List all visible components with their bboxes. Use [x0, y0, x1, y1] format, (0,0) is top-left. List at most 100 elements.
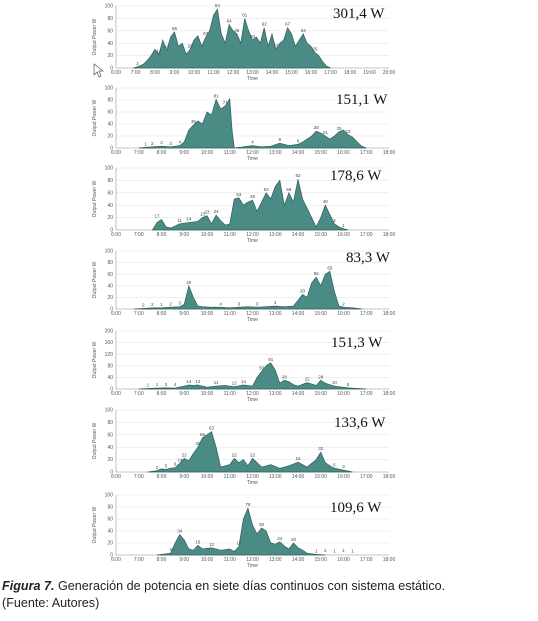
x-tick-label: 9:00 [179, 232, 189, 238]
x-tick-label: 16:00 [337, 311, 350, 317]
data-label: 62 [262, 22, 268, 27]
data-label: 50 [250, 34, 256, 39]
y-tick-label: 80 [107, 505, 113, 511]
y-tick-label: 80 [107, 420, 113, 426]
x-tick-label: 14:00 [292, 474, 305, 480]
x-tick-label: 14:00 [266, 70, 279, 76]
figure-caption: Figura 7. Generación de potencia en siet… [2, 578, 536, 612]
data-label: 4 [274, 300, 277, 305]
data-label: 13 [195, 379, 201, 384]
daily-total-label: 83,3 W [346, 250, 391, 266]
x-tick-label: 12:00 [246, 474, 259, 480]
y-tick-label: 100 [105, 249, 114, 255]
y-tick-label: 100 [105, 86, 114, 92]
x-tick-label: 14:00 [292, 391, 305, 397]
y-tick-label: 80 [107, 98, 113, 104]
y-tick-label: 0 [110, 307, 113, 313]
x-tick-label: 9:00 [179, 391, 189, 397]
data-label: 32 [318, 446, 324, 451]
data-label: 39 [195, 441, 201, 446]
x-tick-label: 8:00 [157, 311, 167, 317]
data-label: 3 [238, 301, 241, 306]
x-tick-label: 11:00 [224, 232, 236, 238]
y-tick-label: 100 [105, 408, 114, 414]
y-tick-label: 20 [107, 134, 113, 140]
x-tick-label: 12:00 [246, 557, 259, 563]
data-label: 4 [178, 140, 181, 145]
data-label: 37 [273, 43, 279, 48]
y-tick-label: 60 [107, 517, 113, 523]
x-tick-label: 7:00 [134, 474, 144, 480]
data-label: 2 [142, 302, 145, 307]
y-tick-label: 40 [107, 283, 113, 289]
data-label: 2 [324, 548, 327, 553]
y-tick-label: 40 [107, 529, 113, 535]
data-label: 16 [195, 539, 201, 544]
x-tick-label: 9:00 [170, 70, 180, 76]
data-label: 24 [214, 209, 220, 214]
x-axis-title: Time [247, 238, 258, 244]
x-tick-label: 8:00 [157, 391, 167, 397]
x-tick-label: 18:00 [383, 391, 396, 397]
x-tick-label: 17:00 [360, 150, 373, 156]
data-label: 14 [177, 457, 183, 462]
y-tick-label: 60 [107, 272, 113, 278]
x-tick-label: 11:00 [207, 70, 219, 76]
data-label: 14 [186, 379, 192, 384]
x-tick-label: 15:00 [314, 474, 327, 480]
x-tick-label: 13:00 [269, 232, 282, 238]
y-tick-label: 160 [105, 340, 114, 346]
data-label: 40 [186, 280, 192, 285]
x-tick-label: 11:00 [224, 391, 236, 397]
y-tick-label: 20 [107, 53, 113, 59]
data-label: 91 [268, 357, 274, 362]
data-label: 59 [286, 187, 292, 192]
x-tick-label: 12:00 [246, 150, 259, 156]
mouse-cursor-icon [93, 63, 105, 78]
x-tick-label: 17:00 [360, 232, 373, 238]
x-tick-label: 9:00 [179, 150, 189, 156]
data-label: 29 [188, 43, 194, 48]
data-label: 50 [259, 522, 265, 527]
data-label: 23 [346, 129, 352, 134]
x-tick-label: 11:00 [224, 557, 236, 563]
data-label: 1 [147, 382, 150, 387]
x-tick-label: 14:00 [292, 557, 305, 563]
data-label: 4 [251, 140, 254, 145]
y-tick-label: 20 [107, 295, 113, 301]
x-tick-label: 8:00 [150, 70, 160, 76]
x-tick-label: 14:00 [292, 311, 305, 317]
data-label: 25 [336, 126, 342, 131]
data-label: 71 [223, 100, 229, 105]
y-tick-label: 60 [107, 190, 113, 196]
x-tick-label: 20:00 [383, 70, 396, 76]
x-tick-label: 10:00 [201, 232, 214, 238]
data-label: 46 [234, 28, 240, 33]
y-tick-label: 0 [110, 387, 113, 393]
power-area-series [156, 507, 326, 556]
power-area-series [147, 431, 353, 473]
x-tick-label: 15:00 [285, 70, 298, 76]
chart-panel-6: 0 20 40 60 80 100 6:00 7:00 8:00 9:00 10:00 11:00 12… [92, 408, 395, 486]
data-label: 14 [236, 541, 242, 546]
data-label: 67 [285, 22, 291, 27]
x-tick-label: 15:00 [314, 557, 327, 563]
data-label: 1 [342, 548, 345, 553]
data-label: 3 [165, 382, 168, 387]
x-tick-label: 8:00 [157, 150, 167, 156]
data-label: 22 [232, 452, 238, 457]
x-tick-label: 12:00 [246, 311, 259, 317]
figure-source: (Fuente: Autores) [2, 596, 100, 610]
data-label: 21 [323, 130, 329, 135]
data-label: 1 [333, 548, 336, 553]
power-area-series [134, 270, 362, 310]
y-tick-label: 80 [107, 363, 113, 369]
data-label: 3 [342, 464, 345, 469]
x-tick-label: 14:00 [292, 150, 305, 156]
x-tick-label: 13:00 [269, 474, 282, 480]
x-tick-label: 6:00 [111, 557, 121, 563]
data-label: 25 [312, 47, 318, 52]
data-label: 14 [156, 48, 162, 53]
data-label: 3 [256, 301, 259, 306]
